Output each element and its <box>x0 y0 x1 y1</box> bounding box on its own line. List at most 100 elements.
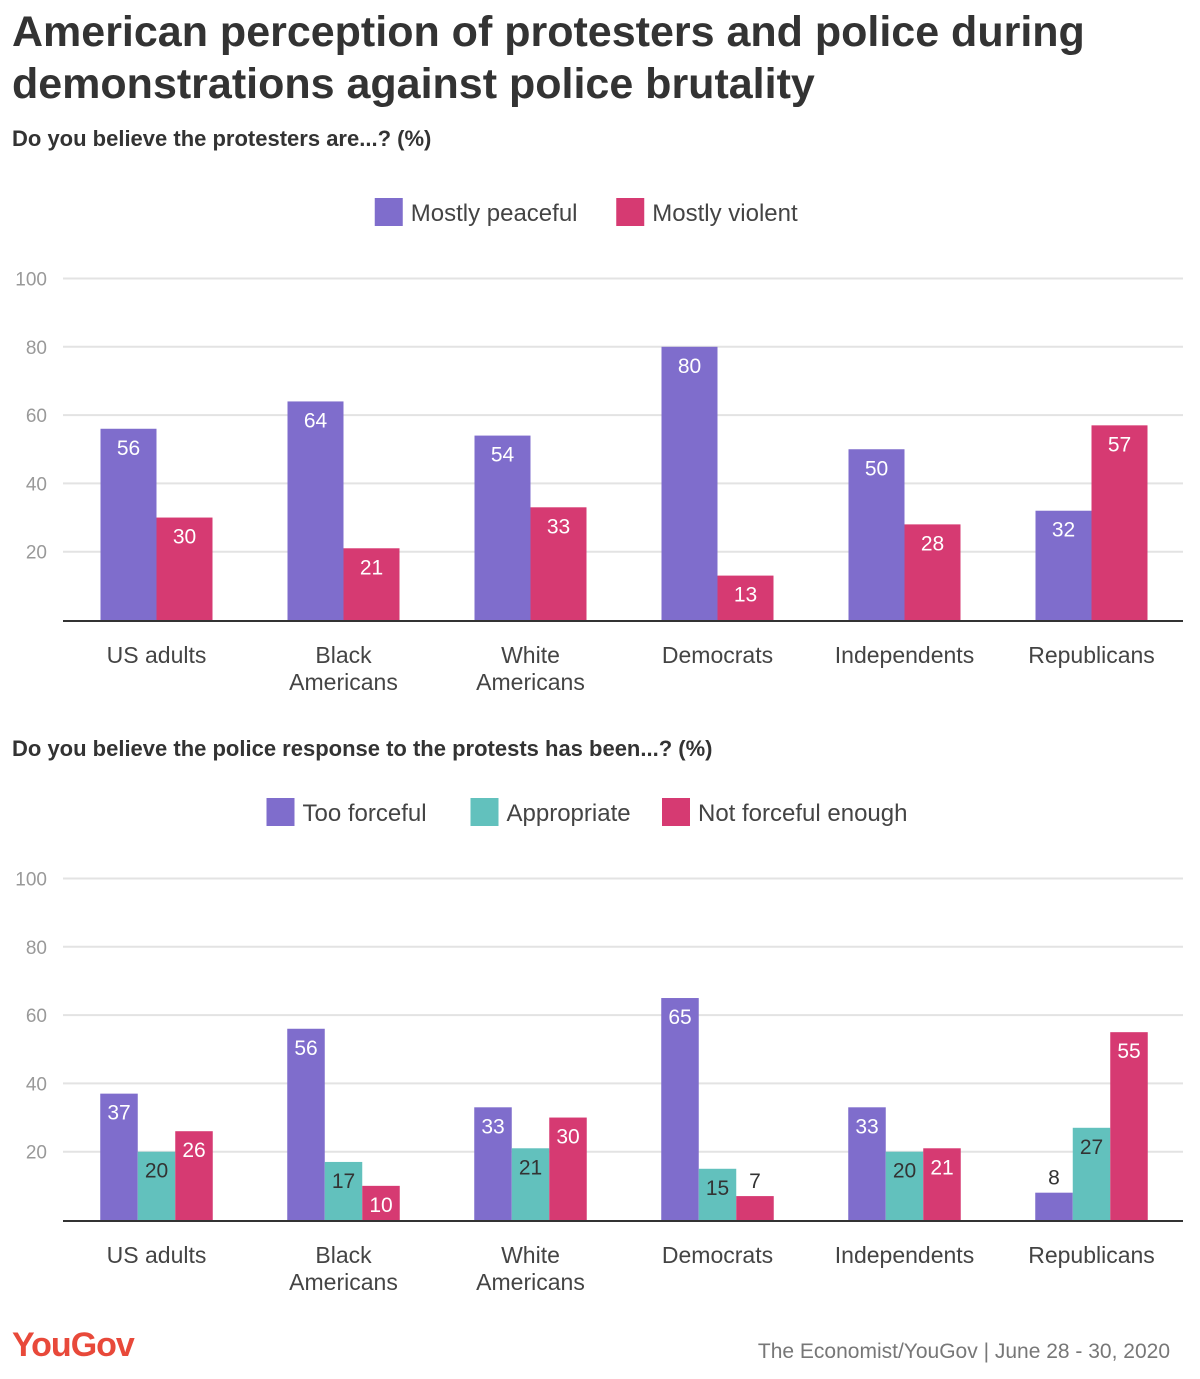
category-label: Republicans <box>1028 1242 1155 1268</box>
bar <box>717 575 774 620</box>
bar <box>156 517 213 620</box>
bar-value-label: 57 <box>1108 433 1131 456</box>
y-tick-label: 20 <box>26 543 47 564</box>
yougov-logo: YouGov <box>12 1326 135 1364</box>
bar-value-label: 54 <box>491 444 515 467</box>
bar-value-label: 8 <box>1048 1167 1060 1190</box>
bar <box>661 998 699 1220</box>
category-label: Independents <box>835 1242 974 1268</box>
source-note: The Economist/YouGov | June 28 - 30, 202… <box>757 1340 1170 1363</box>
bar <box>287 401 344 620</box>
bar <box>1035 510 1092 620</box>
bar <box>698 1168 737 1220</box>
category-label: Black <box>315 642 372 668</box>
legend-swatch <box>662 798 690 826</box>
bar-value-label: 50 <box>865 457 888 480</box>
bar-value-label: 28 <box>921 532 944 555</box>
bar <box>661 346 718 620</box>
bar-value-label: 21 <box>519 1156 542 1179</box>
bar-value-label: 30 <box>556 1126 579 1149</box>
category-label: Republicans <box>1028 642 1155 668</box>
legend-label: Too forceful <box>303 800 427 827</box>
bar-value-label: 56 <box>117 437 140 460</box>
chart-title: American perception of protesters and po… <box>12 8 1085 108</box>
bar-value-label: 55 <box>1117 1040 1140 1063</box>
bar <box>549 1117 587 1220</box>
category-label: Americans <box>476 1269 585 1295</box>
bar <box>1072 1127 1111 1220</box>
category-label: Black <box>315 1242 372 1268</box>
bar-value-label: 32 <box>1052 519 1075 542</box>
police-response-bar-chart: Too forceful Appropriate Not forceful enou… <box>15 798 1183 1295</box>
legend-label: Mostly violent <box>652 200 798 227</box>
legend-swatch <box>374 198 403 226</box>
bar <box>343 548 400 620</box>
category-label: Americans <box>476 669 585 695</box>
y-tick-label: 100 <box>15 270 47 291</box>
bar-value-label: 64 <box>304 409 328 432</box>
bar-value-label: 33 <box>855 1115 878 1138</box>
legend-label: Mostly peaceful <box>411 200 578 227</box>
legend-swatch <box>266 798 295 826</box>
bar-value-label: 7 <box>749 1170 761 1193</box>
bar-value-label: 33 <box>481 1115 504 1138</box>
bar-value-label: 20 <box>145 1160 168 1183</box>
bar-value-label: 37 <box>107 1102 130 1125</box>
chart1-subtitle: Do you believe the protesters are...? (%… <box>12 126 432 151</box>
legend-label: Not forceful enough <box>698 800 907 827</box>
bar <box>511 1148 550 1220</box>
bar <box>287 1028 325 1220</box>
bar-value-label: 15 <box>706 1177 729 1200</box>
bar <box>885 1151 924 1220</box>
bar <box>175 1131 213 1220</box>
y-tick-label: 40 <box>26 474 47 495</box>
y-tick-label: 100 <box>15 870 47 891</box>
bar-value-label: 33 <box>547 515 570 538</box>
bar-value-label: 13 <box>734 584 757 607</box>
bar <box>1110 1032 1148 1220</box>
bar <box>362 1185 400 1220</box>
bar-value-label: 20 <box>893 1160 916 1183</box>
bar <box>137 1151 176 1220</box>
bar-value-label: 21 <box>930 1156 953 1179</box>
bar-value-label: 10 <box>369 1194 392 1217</box>
bar-value-label: 56 <box>294 1037 317 1060</box>
bar <box>100 428 157 620</box>
bar-value-label: 30 <box>173 526 196 549</box>
protesters-bar-chart: Mostly peaceful Mostly violent 20 40 60 80 100… <box>15 198 1183 695</box>
category-label: White <box>501 642 560 668</box>
category-label: US adults <box>107 642 207 668</box>
bar <box>904 524 961 620</box>
legend-label: Appropriate <box>507 800 631 827</box>
bar-value-label: 27 <box>1080 1136 1103 1159</box>
legend-swatch <box>470 798 499 826</box>
y-tick-label: 60 <box>26 1006 47 1027</box>
bar <box>530 507 587 620</box>
bar-value-label: 21 <box>360 556 383 579</box>
bar-value-label: 65 <box>668 1006 691 1029</box>
category-label: Independents <box>835 642 974 668</box>
bar <box>848 1107 886 1220</box>
y-tick-label: 60 <box>26 406 47 427</box>
category-label: Americans <box>289 1269 398 1295</box>
y-tick-label: 20 <box>26 1143 47 1164</box>
bar-value-label: 80 <box>678 355 701 378</box>
bar <box>100 1093 138 1220</box>
bar-value-label: 17 <box>332 1170 355 1193</box>
bar <box>736 1196 774 1220</box>
bar <box>474 435 531 620</box>
bar <box>923 1148 961 1220</box>
category-label: White <box>501 1242 560 1268</box>
y-tick-label: 80 <box>26 338 47 359</box>
bar <box>1091 425 1148 620</box>
category-label: Democrats <box>662 642 773 668</box>
y-tick-label: 80 <box>26 938 47 959</box>
y-tick-label: 40 <box>26 1074 47 1095</box>
category-label: Americans <box>289 669 398 695</box>
bar <box>474 1107 512 1220</box>
category-label: US adults <box>107 1242 207 1268</box>
bar-value-label: 26 <box>182 1139 205 1162</box>
bar <box>324 1161 363 1220</box>
legend-swatch <box>616 198 645 226</box>
category-label: Democrats <box>662 1242 773 1268</box>
